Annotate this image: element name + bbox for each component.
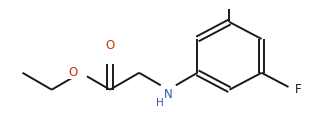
Text: H: H xyxy=(156,98,164,108)
Text: O: O xyxy=(105,39,115,52)
Text: N: N xyxy=(164,88,173,101)
Text: O: O xyxy=(68,66,78,79)
Text: F: F xyxy=(295,83,302,96)
